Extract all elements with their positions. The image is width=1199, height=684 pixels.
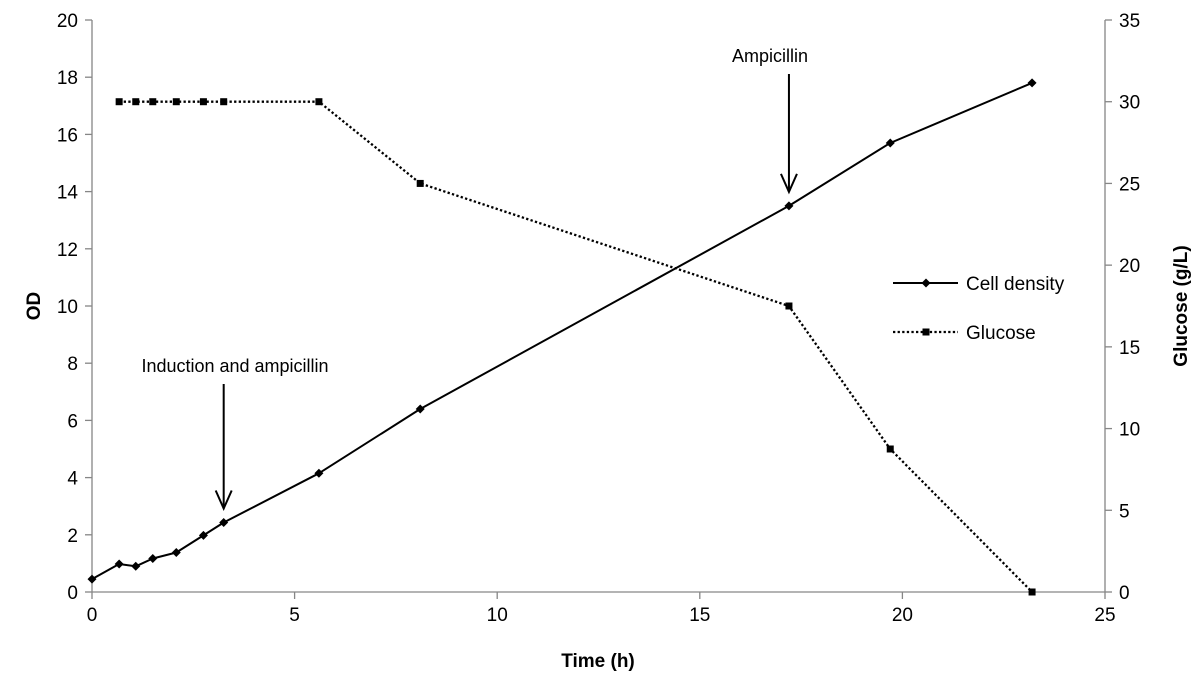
x-tick-label: 0 — [87, 605, 98, 626]
data-point-glucose — [220, 98, 228, 106]
annotation-induction-label: Induction and ampicillin — [141, 356, 328, 376]
data-point-cell-density — [885, 138, 895, 148]
annotation-arrow-head — [214, 490, 233, 511]
series-line-glucose — [119, 100, 1033, 593]
data-point-glucose — [149, 98, 157, 106]
data-point-cell-density — [114, 559, 124, 569]
legend-glucose-marker — [922, 328, 930, 336]
x-tick-label: 20 — [892, 605, 913, 626]
legend: Cell density Glucose — [893, 274, 1065, 344]
y-left-tick-label: 8 — [67, 354, 78, 375]
annotation-ampicillin-label: Ampicillin — [732, 46, 808, 66]
y-right-tick-label: 25 — [1119, 174, 1140, 195]
y-left-tick-label: 14 — [57, 183, 79, 204]
x-axis-title: Time (h) — [561, 651, 635, 672]
y-axis-right-title: Glucose (g/L) — [1171, 245, 1192, 366]
x-tick-label: 25 — [1094, 605, 1115, 626]
y-right-tick-label: 10 — [1119, 420, 1140, 441]
x-tick-label: 15 — [689, 605, 710, 626]
y-left-tick-label: 16 — [57, 125, 78, 146]
data-point-glucose — [199, 98, 207, 106]
data-point-glucose — [416, 179, 424, 187]
y-left-tick-label: 18 — [57, 68, 78, 89]
data-point-cell-density — [219, 518, 229, 528]
series-line-cell-density — [91, 81, 1033, 580]
data-point-cell-density — [314, 468, 324, 478]
data-point-glucose — [315, 98, 323, 106]
legend-glucose-label: Glucose — [966, 323, 1036, 344]
y-left-tick-label: 6 — [67, 411, 78, 432]
y-right-tick-label: 15 — [1119, 338, 1140, 359]
y-right-tick-label: 5 — [1119, 501, 1130, 522]
ticks: 0 5 10 15 20 25024681012141618200510152025303… — [57, 11, 1140, 626]
data-point-cell-density — [784, 201, 794, 211]
y-right-tick-label: 0 — [1119, 583, 1130, 604]
data-point-cell-density — [198, 530, 208, 540]
data-point-cell-density — [415, 404, 425, 414]
y-axis-left-title: OD — [24, 292, 45, 321]
series-layer — [87, 78, 1037, 596]
data-point-glucose — [1028, 588, 1036, 596]
y-left-tick-label: 4 — [67, 469, 78, 490]
data-point-glucose — [172, 98, 180, 106]
y-right-tick-label: 20 — [1119, 256, 1140, 277]
annotation-layer: Induction and ampicillin Ampicillin — [141, 46, 808, 511]
data-point-cell-density — [171, 548, 181, 558]
data-point-cell-density — [1027, 78, 1037, 88]
data-point-glucose — [115, 98, 123, 106]
x-tick-label: 5 — [289, 605, 300, 626]
data-point-glucose — [132, 98, 140, 106]
annotation-arrow-head — [780, 173, 798, 195]
data-point-cell-density — [148, 554, 158, 564]
legend-cell-density-marker — [921, 278, 931, 288]
y-left-tick-label: 20 — [57, 11, 78, 32]
y-left-tick-label: 12 — [57, 240, 78, 261]
x-tick-label: 10 — [487, 605, 508, 626]
y-left-tick-label: 2 — [67, 526, 78, 547]
y-right-tick-label: 30 — [1119, 93, 1140, 114]
data-point-cell-density — [87, 574, 97, 584]
data-point-glucose — [785, 302, 793, 310]
axis-titles: Time (h) OD Glucose (g/L) — [24, 245, 1192, 672]
y-left-tick-label: 10 — [57, 297, 78, 318]
legend-cell-density-label: Cell density — [966, 274, 1065, 295]
y-right-tick-label: 35 — [1119, 11, 1140, 32]
axes — [91, 20, 1106, 593]
data-point-cell-density — [131, 561, 141, 571]
y-left-tick-label: 0 — [67, 583, 78, 604]
data-point-glucose — [886, 445, 894, 453]
